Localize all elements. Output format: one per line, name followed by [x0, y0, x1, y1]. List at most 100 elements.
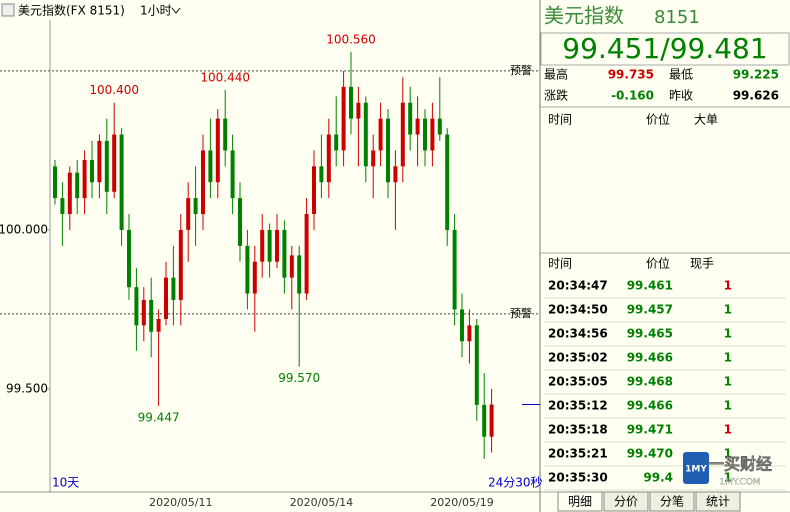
- candle-body: [53, 166, 57, 199]
- candle-body: [141, 299, 146, 326]
- quote-name: 美元指数: [544, 4, 624, 28]
- field-value: -0.160: [611, 89, 654, 103]
- tab[interactable]: [557, 491, 603, 512]
- candle-body: [260, 229, 265, 262]
- candle-body: [60, 198, 65, 215]
- candle-body: [149, 299, 154, 332]
- logo-badge-text: 1MY: [685, 465, 707, 475]
- column-header: 时间: [548, 113, 572, 127]
- candle-body: [363, 102, 368, 167]
- extreme-label: 100.400: [89, 83, 139, 97]
- logo-brand: 一买财经: [708, 455, 772, 474]
- row-time: 20:35:30: [548, 471, 608, 485]
- candle-body: [467, 325, 472, 342]
- logo: 1MY 一买财经 1MY.COM: [683, 452, 772, 488]
- candle-body: [134, 287, 139, 326]
- field-value: 99.225: [733, 68, 779, 82]
- row-volume: 1: [724, 279, 732, 293]
- candle-body: [386, 118, 390, 183]
- candle-body: [304, 214, 309, 294]
- candle-body: [186, 198, 191, 230]
- tab-label[interactable]: 明细: [568, 495, 592, 509]
- candle-body: [489, 404, 494, 437]
- menu-icon[interactable]: [1, 3, 15, 17]
- candle-body: [97, 140, 102, 183]
- candle-body: [341, 86, 346, 151]
- field-label: 最低: [669, 68, 693, 82]
- column-header: 价位: [646, 256, 670, 271]
- field-label: 最高: [544, 67, 568, 82]
- candle-body: [371, 150, 376, 167]
- row-time: 20:35:05: [548, 375, 608, 389]
- candle-body: [67, 172, 72, 215]
- row-time: 20:35:18: [548, 423, 608, 437]
- logo-badge: [683, 452, 709, 484]
- candle-body: [326, 134, 331, 183]
- quote-price: 99.451/99.481: [562, 32, 767, 65]
- candle-body: [90, 159, 94, 183]
- row-price: 99.461: [627, 279, 673, 293]
- logo-site: 1MY.COM: [719, 478, 760, 488]
- candle-body: [156, 318, 161, 332]
- row-time: 20:34:56: [548, 327, 608, 341]
- candle-body: [415, 118, 420, 135]
- row-price: 99.465: [627, 327, 673, 341]
- candle-body: [164, 277, 168, 319]
- row-time: 20:35:21: [548, 447, 608, 461]
- candle-body: [349, 86, 353, 119]
- row-volume: 1: [724, 327, 732, 341]
- extreme-label: 99.447: [138, 410, 180, 424]
- x-tick-label: 2020/05/14: [290, 496, 353, 509]
- tab-label[interactable]: 分笔: [660, 494, 684, 509]
- period-select[interactable]: 1小时: [140, 4, 172, 18]
- tab[interactable]: [603, 491, 649, 512]
- extreme-label: 100.440: [200, 71, 250, 85]
- row-volume: 1: [724, 423, 732, 437]
- tab[interactable]: [695, 491, 741, 512]
- candle-body: [482, 404, 487, 437]
- candle-body: [75, 172, 80, 199]
- candle-body: [430, 118, 435, 151]
- candle-body: [267, 229, 272, 262]
- row-volume: 1: [724, 375, 732, 389]
- column-header: 时间: [548, 257, 572, 271]
- field-value: 99.735: [608, 68, 654, 82]
- tab-label[interactable]: 分价: [614, 495, 638, 509]
- candle-body: [282, 229, 287, 278]
- range-label: 10天: [52, 476, 79, 490]
- candle-body: [112, 134, 117, 192]
- row-price: 99.457: [627, 303, 673, 317]
- candle-body: [474, 325, 479, 405]
- quote-code: 8151: [654, 7, 700, 28]
- candle-body: [400, 102, 405, 167]
- row-volume: 1: [724, 351, 732, 365]
- row-time: 20:35:02: [548, 351, 608, 365]
- candle-body: [82, 159, 87, 199]
- row-price: 99.466: [627, 399, 673, 413]
- field-label: 涨跌: [544, 88, 568, 103]
- candle-body: [104, 140, 109, 192]
- row-time: 20:35:12: [548, 399, 608, 413]
- countdown: 24分30秒: [488, 476, 543, 490]
- price-box: [540, 32, 790, 66]
- y-tick-label: 99.500: [6, 381, 48, 395]
- row-volume: 1: [724, 399, 732, 413]
- row-volume: 1: [724, 303, 732, 317]
- candle-body: [393, 166, 398, 183]
- candle-body: [119, 134, 124, 230]
- column-header: 价位: [646, 112, 670, 127]
- row-volume: 1: [724, 471, 732, 485]
- row-time: 20:34:47: [548, 279, 608, 293]
- candle-body: [312, 166, 316, 215]
- extreme-label: 100.560: [326, 32, 376, 46]
- row-price: 99.470: [627, 447, 673, 461]
- alert-label: 预警: [510, 306, 532, 320]
- candle-body: [378, 118, 383, 151]
- column-header: 现手: [690, 257, 714, 271]
- dropdown-arrow[interactable]: [171, 7, 181, 14]
- tab-label[interactable]: 统计: [706, 495, 730, 509]
- row-volume: 1: [724, 447, 732, 461]
- tab[interactable]: [649, 491, 695, 512]
